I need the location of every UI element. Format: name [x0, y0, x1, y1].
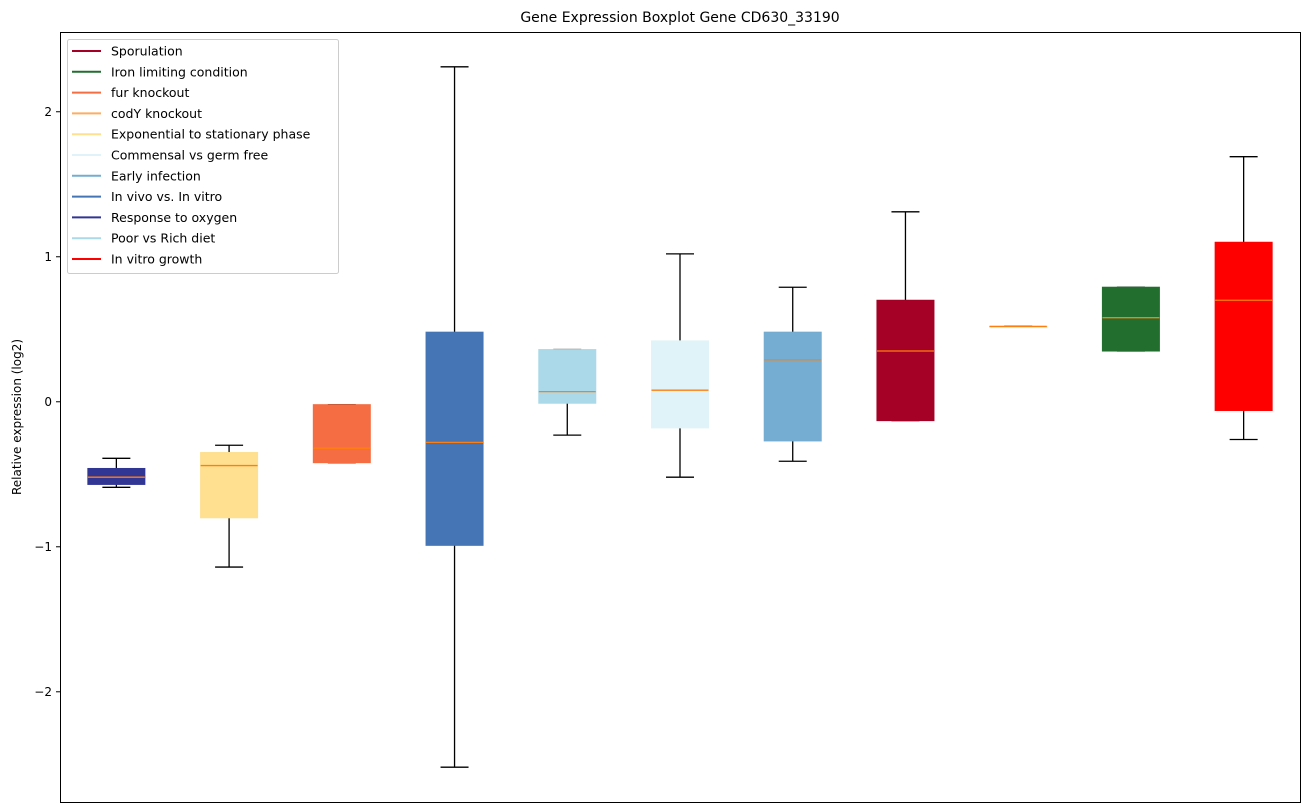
- legend-label: Iron limiting condition: [111, 64, 248, 79]
- box-iqr: [651, 340, 709, 429]
- legend-label: codY knockout: [111, 106, 202, 121]
- box-iqr: [763, 331, 822, 442]
- box-group: [538, 348, 597, 436]
- box-group: [200, 444, 259, 568]
- chart-title: Gene Expression Boxplot Gene CD630_33190: [520, 10, 839, 26]
- box-iqr: [200, 452, 259, 519]
- box-group: [87, 457, 146, 488]
- box-iqr: [876, 299, 935, 422]
- y-axis-ticks: −2 −1 0 1 2: [34, 105, 60, 699]
- box-iqr: [1214, 241, 1273, 411]
- box-iqr: [425, 331, 484, 546]
- box-group: [312, 404, 371, 464]
- y-tick-label: −1: [34, 540, 52, 554]
- box-group: [1101, 286, 1160, 352]
- plot-frame: [60, 32, 1301, 803]
- box-group: [876, 211, 935, 422]
- boxes: [87, 66, 1273, 768]
- y-tick-label: 2: [44, 105, 52, 119]
- y-tick-label: 1: [44, 250, 52, 264]
- box-group: [425, 66, 484, 768]
- legend-label: Exponential to stationary phase: [111, 127, 311, 142]
- legend-label: Poor vs Rich diet: [111, 231, 215, 246]
- legend-label: In vivo vs. In vitro: [111, 189, 222, 204]
- y-tick-label: −2: [34, 685, 52, 699]
- box-group: [989, 325, 1048, 328]
- box-iqr: [312, 404, 371, 464]
- y-axis-label: Relative expression (log2): [10, 339, 24, 495]
- legend-label: Commensal vs germ free: [111, 148, 268, 163]
- legend-label: In vitro growth: [111, 252, 202, 267]
- legend-label: Sporulation: [111, 44, 183, 59]
- box-group: [763, 286, 822, 462]
- box-iqr: [538, 349, 597, 404]
- legend-label: Early infection: [111, 168, 201, 183]
- box-group: [1214, 156, 1273, 441]
- box-group: [651, 253, 709, 478]
- legend-label: fur knockout: [111, 85, 189, 100]
- legend: Sporulation Iron limiting condition fur kn…: [67, 39, 339, 274]
- box-iqr: [1101, 286, 1160, 352]
- box-iqr: [87, 467, 146, 485]
- legend-label: Response to oxygen: [111, 210, 237, 225]
- y-tick-label: 0: [44, 395, 52, 409]
- legend-frame: [67, 39, 339, 274]
